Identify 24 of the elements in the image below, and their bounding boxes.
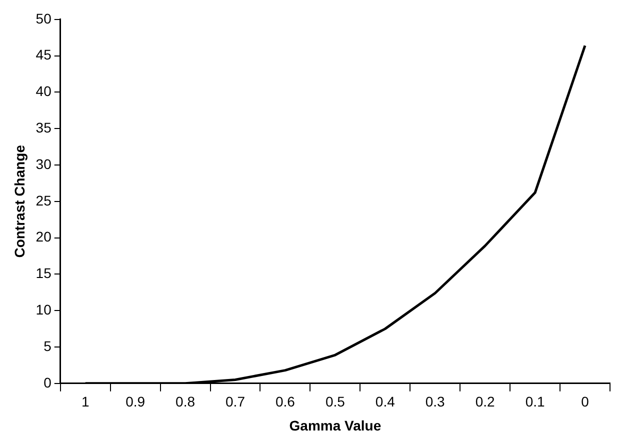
x-tick-label: 1 xyxy=(81,394,90,410)
x-tick-label: 0 xyxy=(581,394,590,410)
y-tick-label: 5 xyxy=(44,338,52,354)
y-tick-label: 45 xyxy=(36,46,52,63)
x-tick-label: 0.6 xyxy=(275,394,296,410)
x-tick-label: 0.5 xyxy=(325,394,346,410)
x-tick-label: 0.8 xyxy=(176,394,196,410)
y-tick-label: 25 xyxy=(36,192,52,208)
x-tick-label: 0.7 xyxy=(226,394,246,410)
y-tick-label: 15 xyxy=(36,265,52,282)
x-tick-label: 0.1 xyxy=(525,394,545,410)
y-tick-label: 35 xyxy=(36,119,52,136)
y-axis-title: Contrast Change xyxy=(11,144,28,258)
y-tick-label: 30 xyxy=(36,156,52,172)
x-tick-label: 0.3 xyxy=(425,394,446,410)
x-axis-title: Gamma Value xyxy=(289,417,382,434)
y-tick-label: 50 xyxy=(36,10,52,26)
x-tick-label: 0.9 xyxy=(126,394,146,410)
y-tick-label: 10 xyxy=(36,301,52,318)
x-tick-label: 0.2 xyxy=(475,394,496,410)
y-tick-label: 40 xyxy=(36,83,52,100)
x-tick-label: 0.4 xyxy=(375,394,396,410)
y-tick-label: 20 xyxy=(36,228,52,245)
y-tick-label: 0 xyxy=(44,374,52,390)
